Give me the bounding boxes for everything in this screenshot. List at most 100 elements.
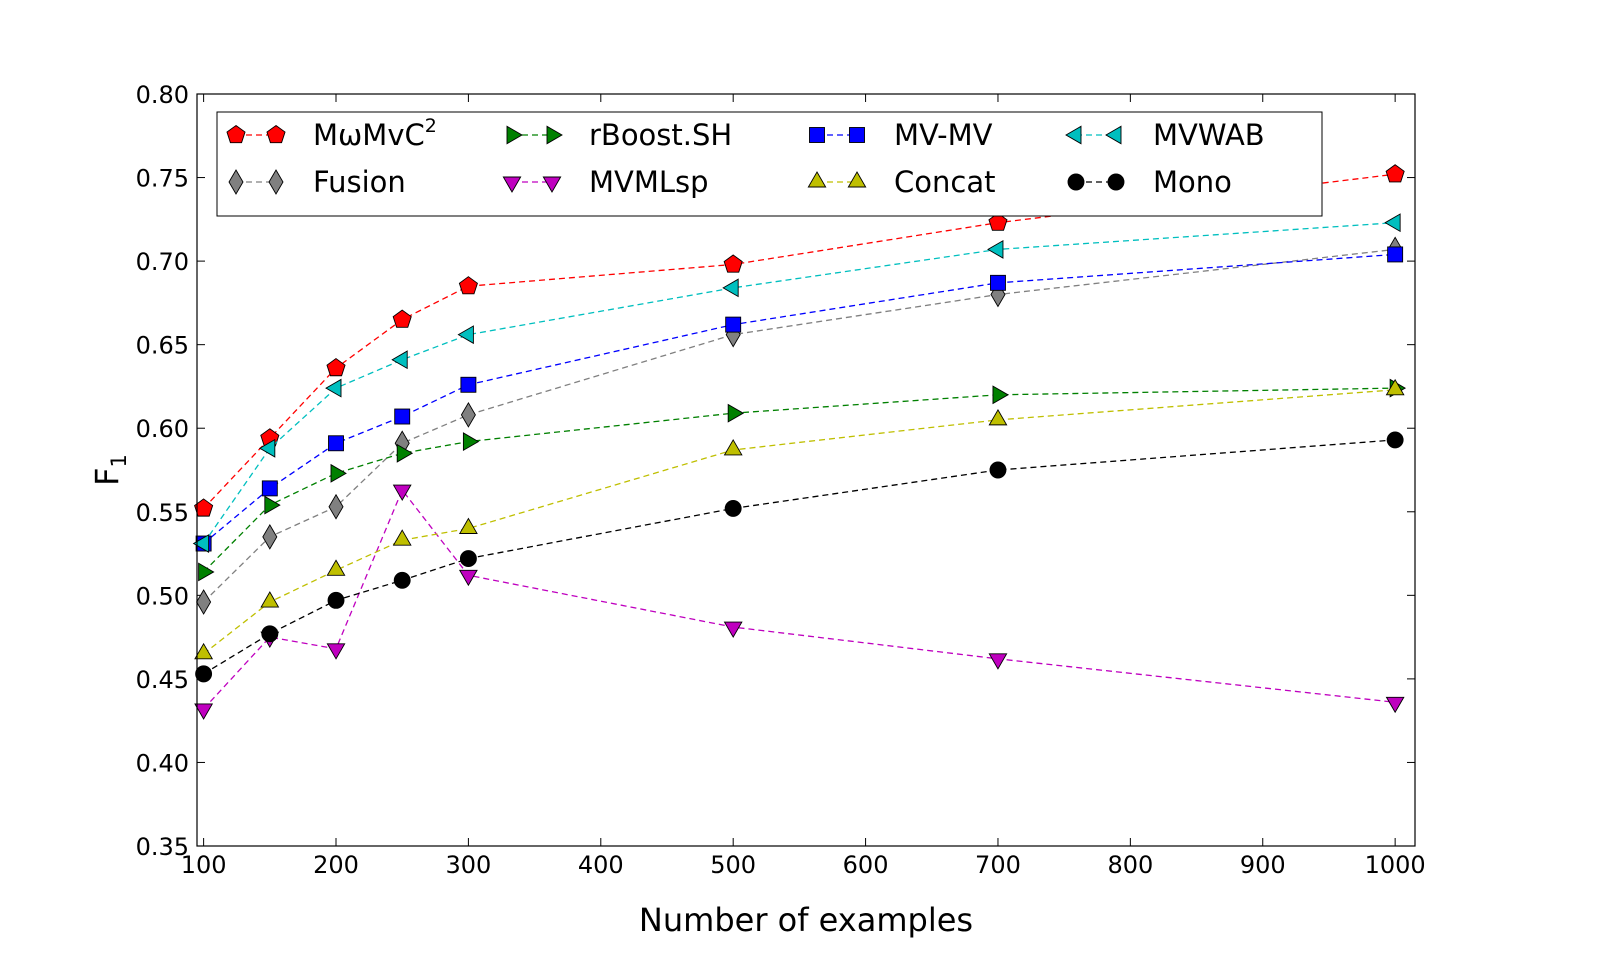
data-point bbox=[723, 439, 743, 456]
data-point bbox=[325, 378, 342, 398]
y-tick-label: 0.65 bbox=[136, 332, 189, 360]
data-point bbox=[192, 534, 210, 553]
data-point bbox=[258, 438, 276, 458]
y-tick-label: 0.35 bbox=[136, 833, 189, 861]
data-point bbox=[990, 274, 1006, 291]
data-point bbox=[459, 550, 477, 568]
y-tick-label: 0.75 bbox=[136, 165, 189, 193]
y-tick-label: 0.60 bbox=[136, 415, 189, 443]
x-tick-label: 400 bbox=[578, 851, 624, 879]
legend-marker bbox=[1105, 125, 1122, 145]
data-point bbox=[723, 254, 743, 273]
series-line bbox=[203, 389, 1396, 655]
data-point bbox=[394, 408, 411, 425]
legend-box bbox=[216, 111, 1323, 217]
data-point bbox=[195, 665, 213, 683]
plot-area bbox=[197, 94, 1415, 846]
y-tick-label: 0.55 bbox=[136, 499, 189, 527]
data-point bbox=[1386, 431, 1404, 449]
legend-label: Fusion bbox=[313, 165, 406, 199]
legend-item: MVWAB bbox=[1065, 118, 1265, 152]
series-layer bbox=[192, 164, 1407, 720]
x-axis-ticks: 100 200 300 400 500 600 700 800 900 1000 bbox=[181, 94, 1426, 879]
legend-marker bbox=[268, 169, 284, 195]
x-tick-label: 1000 bbox=[1365, 851, 1426, 879]
data-point bbox=[458, 569, 478, 587]
series-line bbox=[203, 173, 1396, 509]
y-tick-label: 0.50 bbox=[136, 582, 189, 610]
legend-label-superscript: 2 bbox=[425, 115, 437, 137]
data-point bbox=[326, 358, 346, 377]
data-point bbox=[392, 484, 412, 501]
legend-marker bbox=[546, 125, 563, 145]
data-point bbox=[330, 463, 347, 483]
data-point bbox=[194, 703, 214, 720]
data-point bbox=[458, 276, 478, 295]
legend-item: MωMvC2 bbox=[226, 115, 437, 152]
x-tick-label: 500 bbox=[710, 851, 756, 879]
x-tick-label: 900 bbox=[1240, 851, 1286, 879]
series-concat bbox=[194, 378, 1405, 660]
data-point bbox=[194, 498, 214, 517]
data-point bbox=[198, 562, 215, 582]
series-mono bbox=[195, 431, 1404, 683]
series-line bbox=[203, 439, 1396, 675]
legend-marker bbox=[1067, 173, 1085, 191]
x-tick-label: 300 bbox=[445, 851, 491, 879]
data-point bbox=[196, 589, 212, 615]
legend-marker bbox=[1107, 173, 1125, 191]
data-point bbox=[328, 435, 344, 452]
legend-label: Mono bbox=[1153, 165, 1232, 199]
data-point bbox=[326, 559, 346, 576]
data-point bbox=[262, 523, 278, 550]
data-point bbox=[194, 642, 214, 660]
data-point bbox=[328, 493, 344, 520]
data-point bbox=[327, 591, 345, 609]
data-point bbox=[462, 432, 480, 452]
legend-item: rBoost.SH bbox=[506, 118, 732, 152]
data-point bbox=[392, 309, 412, 328]
legend-marker bbox=[542, 176, 562, 193]
data-point bbox=[391, 350, 408, 370]
data-point bbox=[458, 517, 478, 534]
data-point bbox=[396, 443, 414, 463]
legend-label: MVMLsp bbox=[589, 165, 709, 199]
data-point bbox=[460, 376, 477, 393]
plot-frame bbox=[196, 93, 1416, 847]
legend-item: Concat bbox=[807, 165, 995, 199]
data-point bbox=[1385, 696, 1405, 714]
legend-marker bbox=[847, 171, 867, 188]
data-point bbox=[988, 653, 1008, 670]
x-tick-label: 200 bbox=[313, 851, 359, 879]
y-axis-label-subscript: 1 bbox=[107, 454, 131, 467]
data-point bbox=[727, 403, 745, 423]
data-point bbox=[261, 625, 279, 643]
legend-marker bbox=[807, 171, 827, 188]
series-m-mvc bbox=[194, 164, 1405, 517]
data-point bbox=[722, 278, 739, 298]
legend-marker bbox=[502, 176, 522, 193]
y-axis-ticks: 0.35 0.40 0.45 0.50 0.55 0.60 0.65 0.70 0.75 0.80 bbox=[136, 81, 1415, 861]
data-point bbox=[723, 621, 743, 638]
y-tick-label: 0.80 bbox=[136, 81, 189, 109]
legend-marker bbox=[1065, 125, 1082, 145]
x-tick-label: 600 bbox=[843, 851, 889, 879]
series-line bbox=[203, 248, 1396, 603]
legend-marker bbox=[228, 169, 244, 195]
data-point bbox=[988, 408, 1008, 426]
data-point bbox=[393, 571, 411, 589]
data-point bbox=[1384, 213, 1401, 233]
data-point bbox=[992, 385, 1009, 405]
x-tick-label: 700 bbox=[975, 851, 1021, 879]
data-point bbox=[724, 499, 742, 517]
y-tick-label: 0.40 bbox=[136, 749, 189, 777]
y-axis-label-main: F bbox=[88, 467, 126, 485]
legend-marker bbox=[506, 125, 523, 145]
series-mvwab bbox=[192, 213, 1401, 553]
data-point bbox=[1387, 246, 1404, 263]
legend-marker bbox=[266, 124, 286, 144]
data-point bbox=[326, 643, 346, 660]
legend-item: MVMLsp bbox=[502, 165, 709, 199]
legend-item: Fusion bbox=[228, 165, 406, 199]
series-line bbox=[203, 488, 1396, 710]
